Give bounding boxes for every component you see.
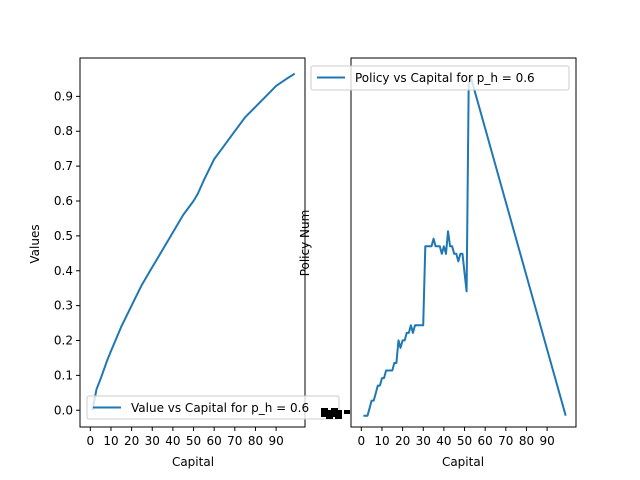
value-x-tick-label: 30 [145,434,160,448]
value-x-axis-label: Capital [172,455,214,469]
value-plot-area: 0 10 20 30 40 50 60 70 80 90 0.0 0.1 0.2 0.3 0.4 0.5 0.6… [54,57,306,448]
value-y-tick-label: 0.4 [54,264,73,278]
policy-x-tick-label: 30 [416,434,431,448]
value-x-tick-label: 70 [227,434,242,448]
policy-y-axis-label: Policy Num [298,210,312,277]
policy-x-tick-label: 70 [498,434,513,448]
value-y-tick-label: 0.0 [54,403,73,417]
policy-series-line [363,75,567,417]
value-y-tick-label: 0.9 [54,89,73,103]
policy-legend-label: Policy vs Capital for p_h = 0.6 [355,71,535,85]
policy-chart: 0 10 20 30 40 50 60 70 80 90 Capital Policy Num P… [298,57,577,469]
policy-x-axis-label: Capital [442,455,484,469]
policy-x-tick-label: 90 [539,434,554,448]
value-axes-frame [79,57,306,428]
policy-y-tick-cluster [331,408,338,417]
value-x-tick-label: 10 [103,434,118,448]
policy-y-tick-mark-cluster [344,410,350,414]
policy-x-tick-label: 10 [374,434,389,448]
value-x-tick-label: 40 [165,434,180,448]
policy-legend-box [310,65,570,91]
policy-y-tick-cluster [321,408,328,417]
value-legend-box [86,395,340,420]
value-legend-label: Value vs Capital for p_h = 0.6 [131,401,309,415]
value-y-tick-label: 0.5 [54,229,73,243]
value-y-tick-label: 0.2 [54,334,73,348]
policy-legend: Policy vs Capital for p_h = 0.6 [310,65,570,91]
policy-x-tick-label: 20 [395,434,410,448]
value-chart: 0 10 20 30 40 50 60 70 80 90 0.0 0.1 0.2 0.3 0.4 0.5 0.6… [28,57,340,469]
value-legend: Value vs Capital for p_h = 0.6 [86,395,340,420]
value-x-tick-label: 80 [248,434,263,448]
value-y-tick-label: 0.3 [54,299,73,313]
policy-y-tick-cluster [326,410,333,419]
value-x-tick-label: 20 [124,434,139,448]
policy-x-tick-label: 0 [358,434,366,448]
policy-x-tick-label: 40 [436,434,451,448]
policy-x-tick-label: 60 [478,434,493,448]
policy-x-tick-label: 80 [519,434,534,448]
value-y-axis-label: Values [28,224,42,263]
value-x-tick-label: 0 [87,434,95,448]
value-x-tick-label: 50 [186,434,201,448]
policy-axes-frame [350,57,577,428]
value-y-tick-label: 0.8 [54,124,73,138]
policy-plot-area: 0 10 20 30 40 50 60 70 80 90 [321,57,577,448]
value-x-tick-label: 90 [268,434,283,448]
value-y-tick-label: 0.1 [54,368,73,382]
value-series-line [91,72,296,411]
policy-x-tick-label: 50 [457,434,472,448]
value-y-tick-label: 0.6 [54,194,73,208]
value-y-tick-label: 0.7 [54,159,73,173]
value-x-tick-label: 60 [207,434,222,448]
policy-y-tick-cluster [335,410,342,419]
